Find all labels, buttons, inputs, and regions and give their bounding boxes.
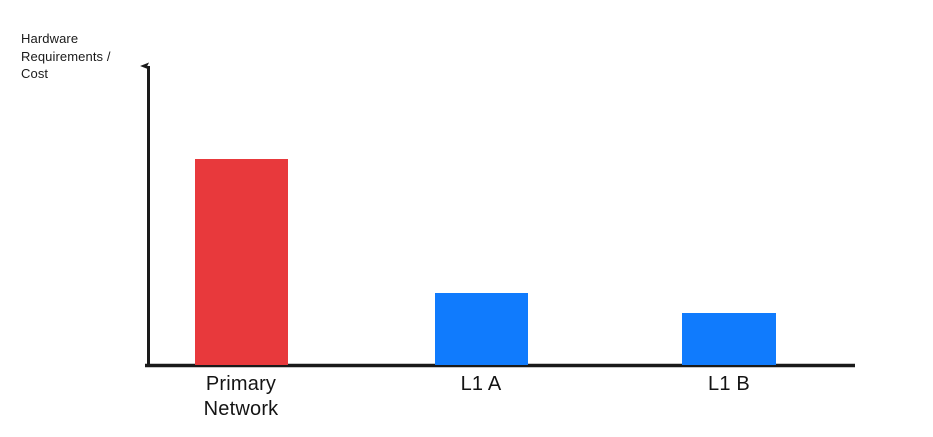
bar-l1-a[interactable]: [435, 293, 528, 365]
y-axis-label: Hardware Requirements / Cost: [21, 31, 111, 81]
x-axis-label-l1-b: L1 B: [708, 373, 750, 395]
x-axis-label-primary-network: Primary Network: [203, 373, 279, 420]
x-axis-label-l1-a: L1 A: [460, 373, 502, 395]
bar-primary-network[interactable]: [195, 159, 288, 365]
bar-l1-b[interactable]: [682, 313, 776, 365]
